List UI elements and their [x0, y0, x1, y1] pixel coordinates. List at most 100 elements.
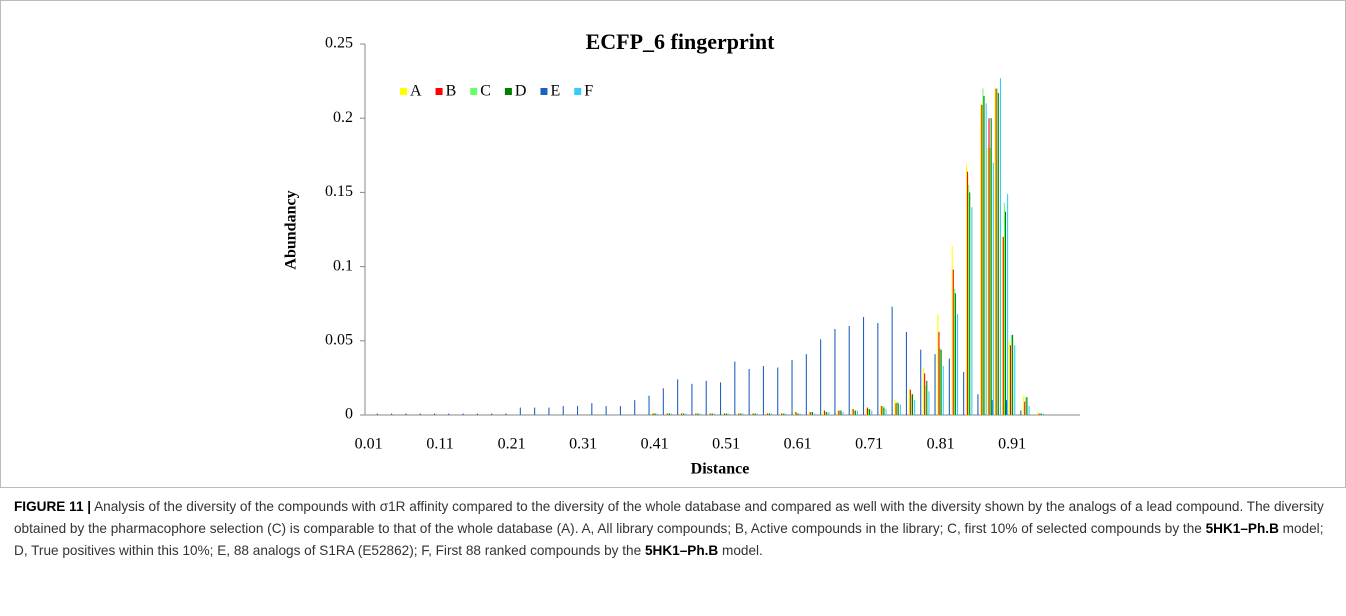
bar: [953, 288, 955, 415]
bar: [871, 410, 873, 415]
bar: [968, 184, 970, 415]
caption-text: Analysis of the diversity of the compoun…: [14, 499, 1324, 536]
bar: [753, 413, 755, 415]
bar: [1014, 345, 1016, 415]
bar: [739, 413, 741, 415]
bar: [1020, 410, 1022, 415]
bar: [734, 361, 736, 415]
bar: [994, 88, 996, 416]
bar: [725, 413, 727, 415]
y-tick-label: 0.15: [325, 183, 353, 200]
bar: [433, 413, 436, 415]
bar: [983, 95, 985, 415]
bar: [805, 354, 807, 415]
bar: [969, 192, 971, 415]
y-axis-title: Abundancy: [283, 190, 300, 269]
bar: [895, 403, 897, 415]
legend-swatch: [400, 88, 407, 95]
bar: [576, 406, 579, 415]
bar: [985, 103, 987, 416]
bar: [967, 171, 969, 415]
bar: [765, 413, 767, 415]
bar: [852, 409, 854, 415]
bar: [796, 413, 798, 415]
bar: [1024, 401, 1026, 415]
bar: [695, 413, 697, 415]
bar: [767, 413, 769, 415]
bar: [797, 413, 799, 415]
bar: [1007, 193, 1009, 415]
bar: [376, 413, 378, 415]
bar: [682, 413, 684, 415]
bar: [780, 413, 782, 415]
bar: [722, 413, 724, 415]
bar: [1005, 400, 1008, 415]
bar: [809, 412, 811, 415]
chart: ECFP_6 fingerprint Distance Abundancy 00…: [283, 29, 1080, 478]
bar: [656, 413, 658, 415]
x-axis-title: Distance: [691, 461, 750, 478]
bar: [1038, 413, 1040, 415]
bar: [653, 413, 655, 415]
bar: [737, 413, 739, 415]
bar: [866, 407, 869, 415]
bar: [667, 413, 669, 415]
bar: [911, 394, 914, 415]
bar: [914, 400, 916, 415]
bar: [738, 413, 740, 415]
legend-label: E: [550, 83, 560, 100]
bar: [920, 349, 922, 415]
bar: [391, 413, 393, 415]
bar: [726, 413, 728, 415]
bar: [963, 371, 965, 415]
bar: [868, 409, 870, 415]
bar: [909, 389, 911, 415]
bar: [1009, 345, 1012, 415]
x-tick-label: 0.71: [855, 436, 883, 453]
bar: [771, 413, 773, 415]
bar: [997, 92, 999, 416]
bar: [548, 407, 550, 415]
legend-swatch: [470, 88, 478, 95]
bar: [824, 410, 826, 415]
bar: [971, 207, 973, 415]
bar: [905, 331, 907, 415]
bar: [668, 413, 670, 415]
bar: [942, 366, 944, 415]
bar: [948, 358, 950, 415]
bar: [709, 413, 711, 415]
x-tick-label: 0.61: [784, 436, 812, 453]
bar: [783, 413, 785, 415]
caption-model: 5HK1–Ph.B: [1205, 521, 1279, 536]
bar: [822, 410, 825, 415]
bar: [754, 413, 756, 415]
bar: [910, 394, 912, 415]
x-tick-label: 0.51: [712, 436, 740, 453]
bar: [896, 401, 898, 415]
bar: [814, 413, 816, 415]
chart-title: ECFP_6 fingerprint: [586, 29, 775, 54]
bar: [719, 382, 722, 415]
bar: [677, 379, 679, 415]
bar: [882, 406, 884, 415]
bar: [991, 400, 993, 415]
bar: [1039, 413, 1041, 415]
x-tick-label: 0.01: [355, 436, 383, 453]
bar: [926, 380, 928, 415]
y-tick-label: 0.05: [325, 331, 353, 348]
bar: [711, 413, 713, 415]
bar: [1037, 412, 1039, 415]
bar: [1002, 236, 1004, 415]
bar: [928, 391, 930, 415]
y-tick-label: 0.2: [333, 109, 353, 126]
bar: [756, 413, 758, 415]
caption-label: FIGURE 11 |: [14, 499, 92, 514]
bar: [952, 269, 954, 415]
bar: [826, 412, 828, 415]
bar: [476, 413, 478, 415]
bar: [995, 88, 997, 416]
bar: [1008, 340, 1010, 415]
bar: [988, 118, 990, 415]
bar: [869, 409, 871, 415]
